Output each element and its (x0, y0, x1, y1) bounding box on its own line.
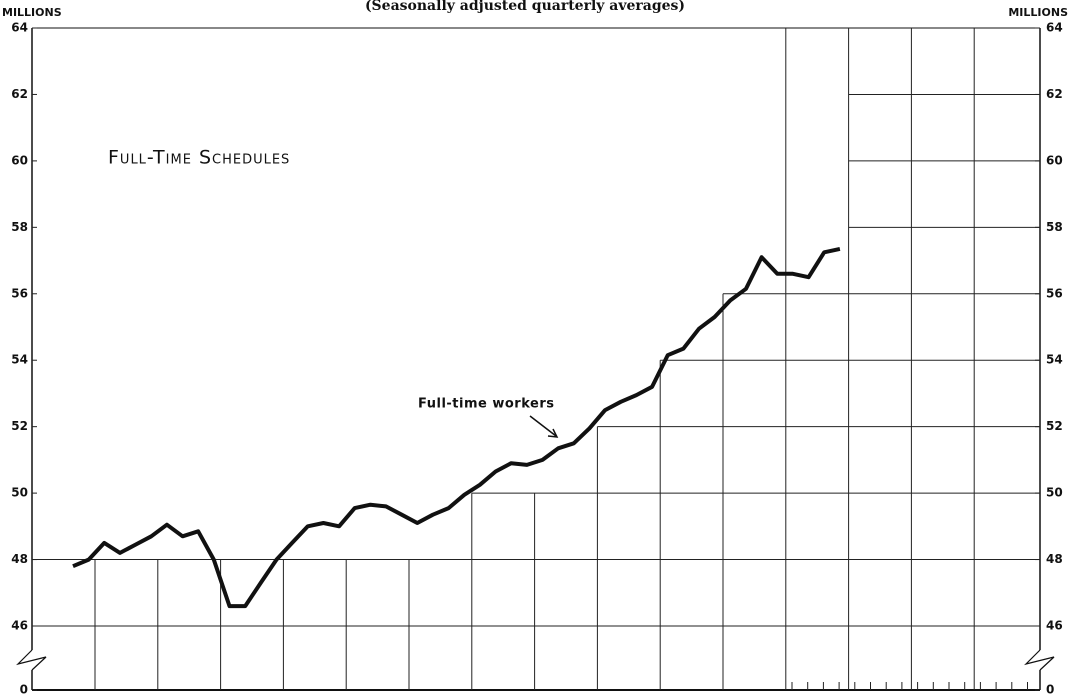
y2-axis-label: MILLIONS (1008, 6, 1068, 19)
y-tick-label: 54 (11, 353, 28, 367)
y-tick-label: 46 (11, 619, 28, 633)
annotation: Full-time workers (418, 397, 554, 412)
panel-title: Full-Time Schedules (108, 147, 290, 169)
chart-title: (Seasonally adjusted quarterly averages) (365, 0, 685, 14)
y-tick-label: 48 (11, 552, 28, 566)
y-tick-label: 60 (11, 153, 28, 167)
y-tick-label: 62 (11, 87, 28, 101)
axis-break (16, 649, 47, 671)
y2-tick-label: 56 (1046, 286, 1063, 300)
y2-tick-label: 62 (1046, 87, 1063, 101)
axis-break (1024, 649, 1055, 671)
y-tick-label: 58 (11, 220, 28, 234)
y-tick-label: 52 (11, 419, 28, 433)
y-tick-label: 50 (11, 486, 28, 500)
y2-tick-label: 60 (1046, 153, 1063, 167)
y2-tick-label: 46 (1046, 619, 1063, 633)
y-tick-label: 0 (20, 683, 28, 697)
y2-tick-label: 50 (1046, 486, 1063, 500)
y2-tick-label: 54 (1046, 353, 1063, 367)
y2-tick-label: 52 (1046, 419, 1063, 433)
y2-tick-label: 58 (1046, 220, 1063, 234)
y-tick-label: 64 (11, 21, 28, 35)
data-line (72, 246, 841, 609)
y-tick-label: 56 (11, 286, 28, 300)
y2-tick-label: 64 (1046, 21, 1063, 35)
annotation-arrow (529, 415, 559, 438)
y-axis-label: MILLIONS (2, 6, 62, 19)
y2-tick-label: 0 (1046, 683, 1054, 697)
y2-tick-label: 48 (1046, 552, 1063, 566)
